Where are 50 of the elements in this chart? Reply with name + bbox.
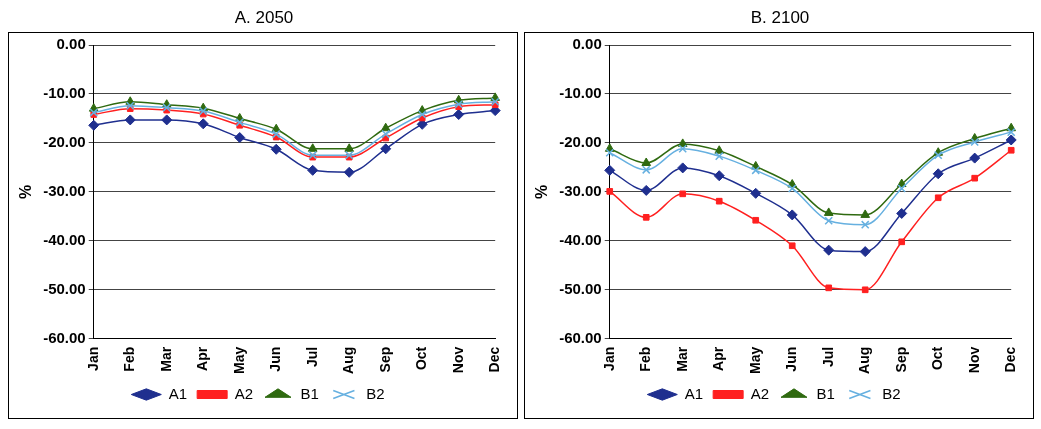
x-tick-label: Apr: [194, 346, 211, 371]
x-tick-label: Nov: [965, 346, 982, 374]
x-tick-label: Apr: [710, 346, 727, 371]
y-tick-label: -20.00: [43, 133, 86, 151]
chart-title: A. 2050: [233, 8, 295, 29]
x-tick-label: Dec: [1002, 346, 1019, 373]
legend-label: A2: [234, 384, 254, 402]
x-tick-label: Oct: [413, 346, 430, 371]
x-tick-label: Sep: [892, 346, 909, 373]
chart-title: B. 2100: [749, 8, 811, 29]
legend-label: A1: [168, 384, 188, 402]
x-tick-label: Jun: [267, 346, 284, 372]
legend-label: B2: [882, 384, 901, 402]
x-tick-label: Feb: [121, 346, 138, 372]
y-tick-label: -50.00: [43, 279, 86, 297]
y-axis-title: %: [17, 184, 35, 199]
legend-label: B2: [366, 384, 385, 402]
y-tick-label: 0.00: [572, 35, 602, 53]
x-tick-label: Feb: [637, 346, 654, 372]
legend-label: A1: [684, 384, 704, 402]
legend-label: B1: [300, 384, 319, 402]
legend-label: A2: [750, 384, 770, 402]
y-tick-label: -10.00: [43, 84, 86, 102]
x-tick-label: Nov: [449, 346, 466, 374]
y-tick-label: -50.00: [559, 279, 602, 297]
x-tick-label: Oct: [929, 346, 946, 371]
x-tick-label: Aug: [340, 346, 357, 374]
y-tick-label: -40.00: [559, 230, 602, 248]
x-tick-label: Jul: [819, 346, 836, 367]
x-tick-label: Aug: [856, 346, 873, 374]
legend-label: B1: [816, 384, 835, 402]
y-tick-label: -40.00: [43, 230, 86, 248]
x-tick-label: Dec: [486, 346, 503, 373]
x-tick-label: Sep: [376, 346, 393, 373]
y-tick-label: -30.00: [43, 182, 86, 200]
y-tick-label: 0.00: [56, 35, 86, 53]
x-tick-label: May: [230, 346, 247, 374]
y-axis-title: %: [533, 184, 551, 199]
x-tick-label: May: [746, 346, 763, 374]
x-tick-label: Mar: [673, 346, 690, 372]
x-tick-label: Jan: [600, 346, 617, 371]
x-tick-label: Jun: [783, 346, 800, 372]
x-tick-label: Mar: [157, 346, 174, 372]
y-tick-label: -60.00: [43, 328, 86, 346]
y-tick-label: -20.00: [559, 133, 602, 151]
y-tick-label: -10.00: [559, 84, 602, 102]
x-tick-label: Jul: [303, 346, 320, 367]
x-tick-label: Jan: [84, 346, 101, 371]
y-tick-label: -60.00: [559, 328, 602, 346]
y-tick-label: -30.00: [559, 182, 602, 200]
